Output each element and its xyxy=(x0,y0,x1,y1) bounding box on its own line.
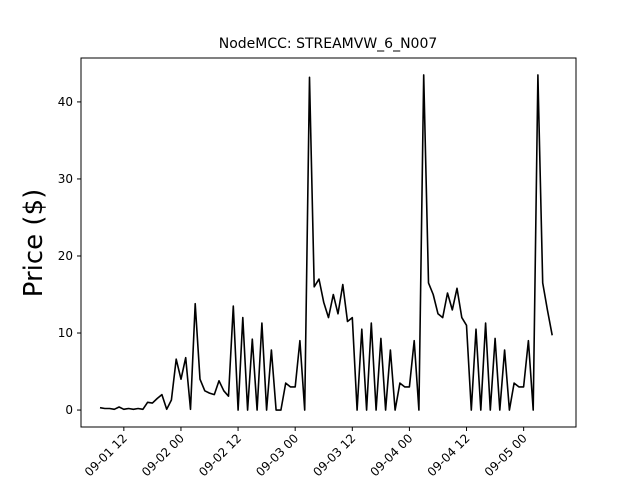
chart-title: NodeMCC: STREAMVW_6_N007 xyxy=(219,36,438,52)
y-tick-label: 10 xyxy=(58,326,73,340)
plot-frame xyxy=(80,57,577,428)
y-axis-label: Price ($) xyxy=(19,189,49,298)
y-tick-label: 20 xyxy=(58,249,73,263)
y-tick-label: 30 xyxy=(58,172,73,186)
y-tick-label: 40 xyxy=(58,95,73,109)
y-tick-label: 0 xyxy=(65,403,73,417)
price-line xyxy=(99,74,553,411)
